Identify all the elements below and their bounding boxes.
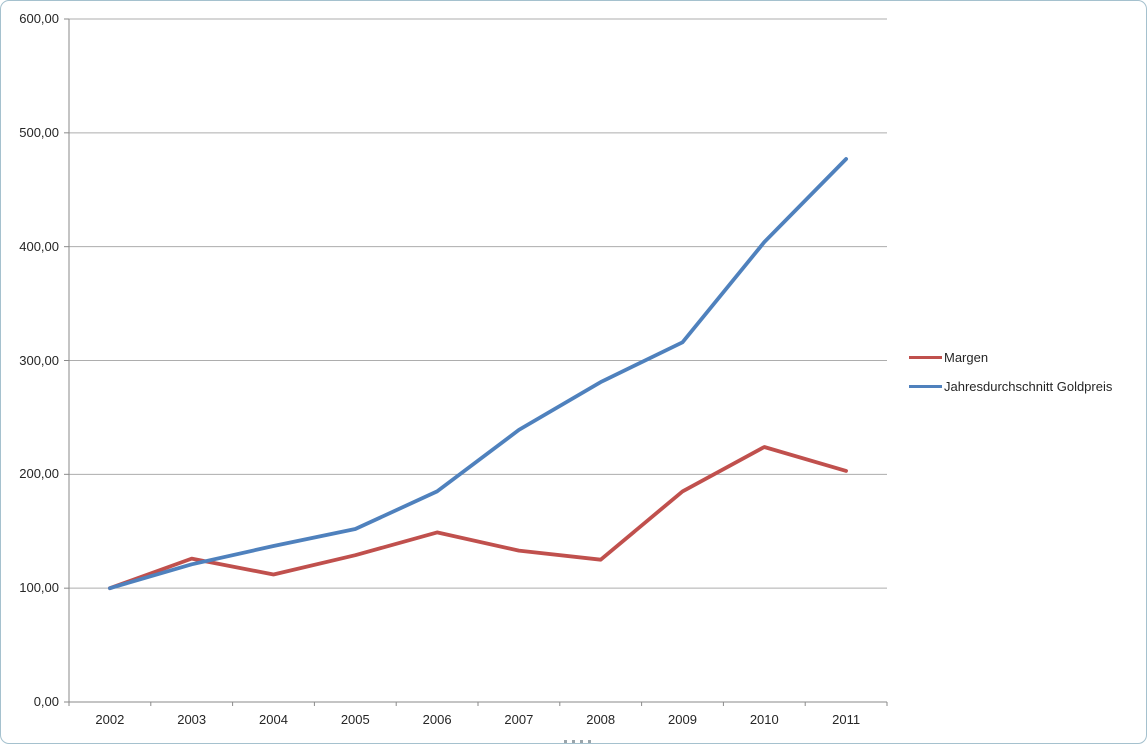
legend-line-swatch [909, 356, 942, 359]
y-axis-tick-label[interactable]: 100,00 [19, 580, 59, 596]
series-line-margen[interactable] [108, 445, 848, 591]
x-axis-category-label[interactable]: 2003 [177, 712, 207, 727]
series-line-jahresdurchschnitt-goldpreis[interactable] [108, 157, 848, 591]
x-axis-category-label[interactable]: 2008 [586, 712, 616, 727]
x-axis-category-label[interactable]: 2002 [95, 712, 125, 727]
x-axis-category-label[interactable]: 2007 [504, 712, 534, 727]
legend[interactable]: Margen Jahresdurchschnitt Goldpreis [909, 343, 1112, 401]
y-axis-tick-label[interactable]: 600,00 [19, 11, 59, 26]
y-axis-tick-label[interactable]: 200,00 [19, 466, 59, 482]
legend-item-margen[interactable]: Margen [909, 343, 1112, 372]
legend-item-jahresdurchschnitt-goldpreis[interactable]: Jahresdurchschnitt Goldpreis [909, 372, 1112, 401]
x-axis-category-label[interactable]: 2005 [340, 712, 370, 727]
y-axis-tick-label[interactable]: 0,00 [33, 694, 59, 709]
legend-label: Margen [944, 350, 989, 365]
legend-line-swatch [909, 385, 942, 388]
x-axis-category-label[interactable]: 2011 [832, 712, 861, 727]
y-axis-tick-label[interactable]: 300,00 [19, 352, 59, 368]
y-axis-tick-label[interactable]: 500,00 [19, 124, 59, 140]
y-axis-tick-label[interactable]: 400,00 [19, 238, 59, 254]
x-axis-category-label[interactable]: 2004 [259, 712, 288, 727]
x-axis-category-label[interactable]: 2009 [668, 712, 697, 727]
x-axis-category-label[interactable]: 2006 [422, 712, 452, 727]
legend-label: Jahresdurchschnitt Goldpreis [944, 379, 1113, 394]
x-axis-category-label[interactable]: 2010 [749, 712, 779, 727]
selection-handle-bottom[interactable] [564, 740, 594, 743]
